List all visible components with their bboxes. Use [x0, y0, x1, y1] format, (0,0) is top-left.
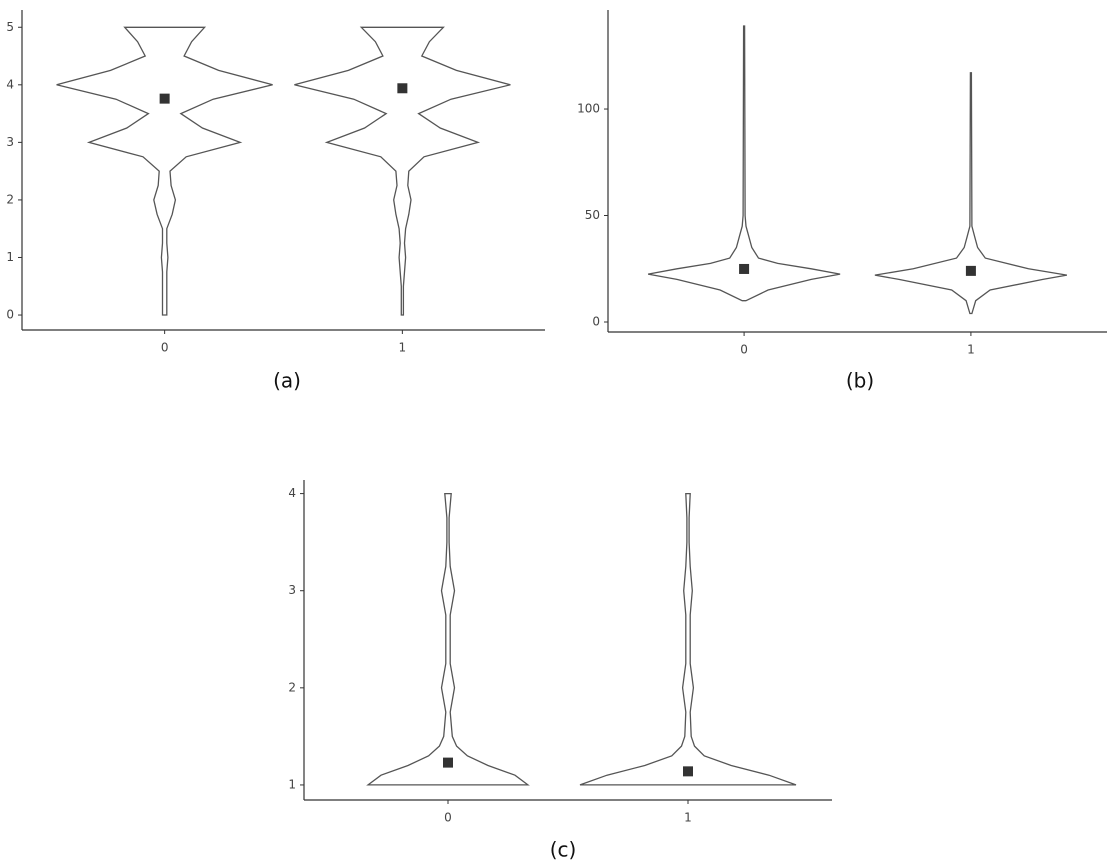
x-tick-label: 1	[684, 811, 692, 825]
x-tick-label: 1	[967, 343, 975, 357]
mean-point	[683, 766, 693, 777]
y-tick-label: 2	[6, 192, 14, 206]
x-tick-label: 1	[399, 341, 407, 355]
mean-point	[159, 93, 170, 104]
y-tick-label: 1	[6, 250, 14, 264]
y-tick-label: 3	[6, 135, 14, 149]
violin	[874, 72, 1068, 315]
mean-point	[965, 265, 976, 276]
y-tick-label: 100	[577, 102, 600, 116]
y-tick-label: 0	[592, 314, 600, 328]
x-tick-label: 0	[444, 811, 452, 825]
panel-label: (b)	[846, 369, 874, 393]
y-tick-label: 2	[288, 680, 296, 694]
y-tick-label: 0	[6, 308, 14, 322]
panel-label: (c)	[550, 838, 577, 862]
y-tick-label: 4	[6, 77, 14, 91]
y-tick-label: 4	[288, 486, 296, 500]
violin	[579, 492, 797, 786]
y-tick-label: 3	[288, 583, 296, 597]
mean-point	[739, 263, 750, 274]
panel-label: (a)	[273, 369, 301, 393]
mean-point	[397, 83, 408, 94]
violin	[647, 25, 841, 302]
y-tick-label: 1	[288, 777, 296, 791]
mean-point	[443, 757, 453, 768]
violin	[366, 492, 530, 786]
violin	[56, 26, 273, 316]
x-tick-label: 0	[161, 341, 169, 355]
y-tick-label: 5	[6, 20, 14, 34]
x-tick-label: 0	[740, 343, 748, 357]
y-tick-label: 50	[585, 208, 600, 222]
violin	[294, 26, 511, 316]
